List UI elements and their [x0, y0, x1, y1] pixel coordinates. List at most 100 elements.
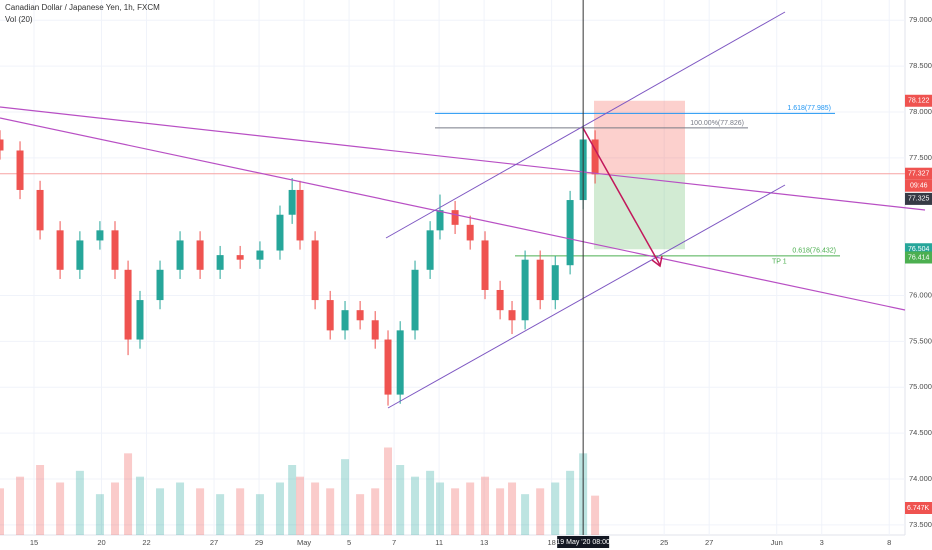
trend-line [0, 117, 906, 311]
candle-body [96, 230, 104, 241]
volume-bar [16, 476, 25, 535]
price-label-bg [905, 251, 932, 264]
volume-bar [56, 482, 65, 535]
candle-body [451, 210, 459, 225]
candle-body [176, 240, 184, 270]
candle-body [496, 289, 504, 311]
volume-bar [521, 494, 530, 535]
y-tick-label: 73.500 [909, 520, 932, 529]
volume-bar [466, 482, 475, 535]
price-label-bg [905, 192, 932, 205]
x-tick-label: 25 [660, 538, 668, 547]
candle-body [311, 240, 319, 301]
candle-body [0, 139, 4, 151]
price-label: 77.325 [908, 196, 930, 203]
candle-body [411, 269, 419, 331]
candle-body [196, 240, 204, 270]
price-label: 77.327 [908, 171, 930, 178]
volume-bar [536, 488, 545, 535]
volume-bar [566, 470, 575, 535]
candle-body [124, 269, 132, 340]
x-tick-label: 29 [255, 538, 263, 547]
candle-body [136, 300, 144, 340]
volume-label: 6.747K [907, 505, 930, 512]
volume-bar [216, 494, 225, 535]
candle-body [288, 189, 296, 215]
candle-body [566, 200, 574, 266]
volume-bar [288, 465, 297, 535]
candle-body [216, 255, 224, 270]
x-tick-label: 22 [142, 538, 150, 547]
volume-bar [124, 453, 133, 535]
crosshair-label: 19 May '20 08:00 [556, 539, 610, 546]
candle-body [156, 269, 164, 301]
crosshair-label-bg [557, 536, 610, 548]
volume-bar [341, 459, 350, 535]
x-tick-label: May [297, 538, 311, 547]
volume-bar [356, 494, 365, 535]
candle-body [536, 259, 544, 301]
volume-bar [311, 482, 320, 535]
target-zone [594, 173, 685, 250]
y-tick-label: 74.000 [909, 474, 932, 483]
x-tick-label: 27 [210, 538, 218, 547]
volume-bar [436, 482, 445, 535]
x-tick-label: 5 [347, 538, 351, 547]
y-tick-label: 78.500 [909, 61, 932, 70]
volume-bar [508, 482, 517, 535]
volume-bar [75, 470, 84, 535]
arrow-head [651, 255, 663, 268]
price-label: 76.504 [908, 246, 930, 253]
countdown: 09:46 [910, 183, 928, 190]
stop-zone [594, 100, 685, 174]
price-label-bg [905, 167, 932, 180]
volume-label-bg [905, 502, 932, 514]
volume-bar [496, 488, 505, 535]
candle-body [356, 310, 364, 321]
volume-bar [591, 495, 600, 535]
volume-bar [255, 494, 264, 535]
x-tick-label: 20 [97, 538, 105, 547]
price-label-bg [905, 94, 932, 107]
countdown-bg [905, 179, 932, 192]
candle-body [256, 250, 264, 260]
fib-label: 0.618(76.432) [792, 248, 836, 255]
channel-line [385, 11, 786, 239]
arrow [582, 127, 661, 266]
volume-bar [551, 482, 560, 535]
fib-label: 100.00%(77.826) [690, 120, 744, 127]
x-tick-label: 27 [705, 538, 713, 547]
x-tick-label: Jun [771, 538, 783, 547]
volume-bar [135, 476, 144, 535]
candle-body [341, 310, 349, 331]
candle-body [56, 230, 64, 270]
volume-bar [396, 465, 405, 535]
y-tick-label: 78.000 [909, 107, 932, 116]
volume-bar [371, 488, 380, 535]
volume-bar [196, 488, 205, 535]
volume-bar [411, 476, 420, 535]
volume-bar [275, 482, 284, 535]
y-tick-label: 75.000 [909, 382, 932, 391]
y-tick-label: 79.000 [909, 15, 932, 24]
candle-body [481, 240, 489, 290]
price-label: 78.122 [908, 98, 930, 105]
candle-body [551, 265, 559, 301]
volume-bar [426, 470, 435, 535]
volume-bar [384, 447, 393, 535]
volume-bar [111, 482, 120, 535]
x-tick-label: 7 [392, 538, 396, 547]
volume-bar [481, 476, 490, 535]
indicator-label: Vol (20) [5, 15, 33, 24]
volume-bar [296, 476, 305, 535]
candle-body [16, 150, 24, 190]
candle-body [426, 230, 434, 270]
x-tick-label: 13 [480, 538, 488, 547]
x-tick-label: 11 [435, 538, 443, 547]
price-label: 76.414 [908, 254, 930, 261]
volume-bar [156, 488, 165, 535]
fib-label: 1.618(77.985) [787, 105, 831, 112]
volume-bar [451, 488, 460, 535]
